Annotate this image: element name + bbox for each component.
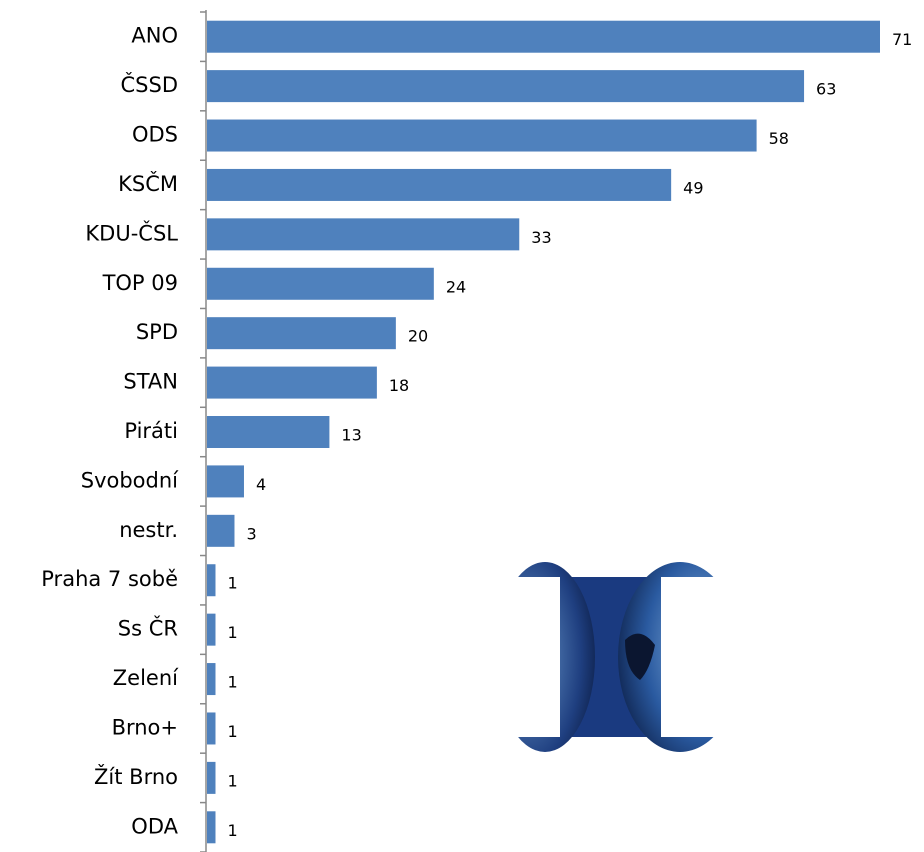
bar (207, 317, 396, 350)
value-label: 71 (892, 30, 912, 49)
category-label: TOP 09 (102, 271, 178, 295)
value-label: 24 (446, 277, 466, 296)
bar (207, 613, 216, 646)
value-label: 33 (531, 228, 551, 247)
category-label: Svobodní (81, 468, 179, 492)
category-label: Ss ČR (118, 616, 178, 641)
bar (207, 168, 672, 201)
value-label: 1 (227, 574, 237, 593)
value-label: 3 (246, 524, 256, 543)
value-label: 4 (256, 475, 266, 494)
category-label: ANO (131, 24, 178, 48)
bar (207, 218, 520, 251)
value-label: 18 (389, 376, 409, 395)
bar (207, 811, 216, 844)
value-label: 58 (769, 129, 789, 148)
value-label: 13 (341, 426, 361, 445)
category-label: Brno+ (112, 715, 178, 739)
bar (207, 20, 880, 53)
category-label: ODS (132, 123, 178, 147)
value-label: 1 (227, 673, 237, 692)
value-label: 49 (683, 178, 703, 197)
category-label: ODA (131, 814, 178, 838)
category-label: SPD (136, 320, 178, 344)
bar (207, 366, 377, 399)
value-label: 1 (227, 722, 237, 741)
bar (207, 663, 216, 696)
bar (207, 119, 757, 152)
bar (207, 416, 330, 448)
bar (207, 465, 244, 498)
bar (207, 267, 434, 300)
bar (207, 70, 805, 103)
category-label: Praha 7 sobě (41, 567, 178, 591)
category-label: Piráti (124, 419, 178, 443)
category-label: KDU-ČSL (85, 220, 178, 245)
value-label: 63 (816, 80, 836, 99)
category-label: KSČM (118, 171, 178, 196)
category-label: Žít Brno (94, 764, 178, 789)
value-label: 1 (227, 821, 237, 840)
bar (207, 514, 235, 547)
value-label: 1 (227, 623, 237, 642)
bar (207, 564, 216, 597)
category-label: nestr. (119, 518, 178, 542)
value-label: 20 (408, 327, 428, 346)
category-label: ČSSD (121, 72, 179, 97)
category-label: STAN (123, 370, 178, 394)
category-label: Zelení (113, 666, 179, 690)
globe-image (0, 562, 761, 752)
bar (207, 761, 216, 794)
value-label: 1 (227, 771, 237, 790)
bar (207, 712, 216, 745)
